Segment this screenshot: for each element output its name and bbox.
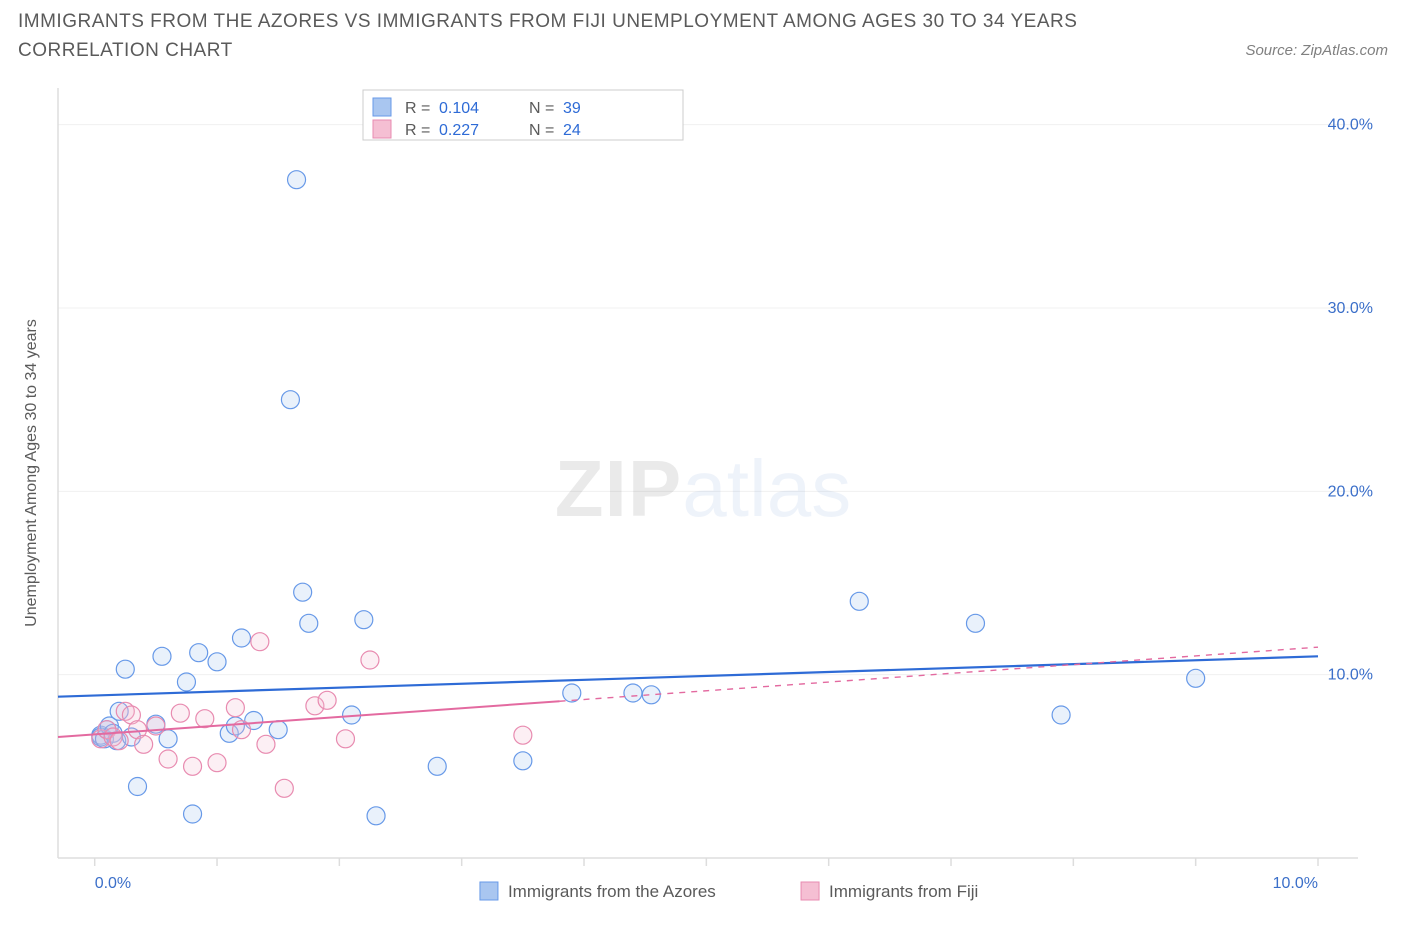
data-point — [116, 660, 134, 678]
data-point — [355, 611, 373, 629]
stats-r-label: R = — [405, 122, 430, 139]
data-point — [257, 735, 275, 753]
data-point — [563, 684, 581, 702]
data-point — [110, 732, 128, 750]
data-point — [184, 757, 202, 775]
data-point — [367, 807, 385, 825]
data-point — [300, 614, 318, 632]
data-point — [190, 644, 208, 662]
x-tick-label: 0.0% — [95, 875, 131, 892]
data-point — [514, 726, 532, 744]
data-point — [171, 704, 189, 722]
y-tick-label: 10.0% — [1328, 667, 1373, 684]
data-point — [428, 757, 446, 775]
source-label: Source: ZipAtlas.com — [1245, 42, 1388, 59]
x-tick-label: 10.0% — [1273, 875, 1318, 892]
data-point — [251, 633, 269, 651]
data-point — [1052, 706, 1070, 724]
stats-r-label: R = — [405, 100, 430, 117]
data-point — [336, 730, 354, 748]
legend-swatch — [373, 120, 391, 138]
y-tick-label: 40.0% — [1328, 117, 1373, 134]
legend-swatch — [801, 882, 819, 900]
legend-swatch — [480, 882, 498, 900]
data-point — [226, 699, 244, 717]
data-point — [850, 592, 868, 610]
data-point — [288, 171, 306, 189]
data-point — [177, 673, 195, 691]
stats-n-value: 39 — [563, 100, 581, 117]
data-point — [208, 754, 226, 772]
data-point — [208, 653, 226, 671]
chart-container: 0.0% 10.0% 10.0% 20.0% 30.0% 40.0% Unemploymen… — [18, 78, 1388, 918]
data-point — [184, 805, 202, 823]
legend-label: Immigrants from Fiji — [829, 882, 978, 901]
stats-n-value: 24 — [563, 122, 581, 139]
data-point — [196, 710, 214, 728]
stats-r-value: 0.227 — [439, 122, 479, 139]
y-tick-label: 30.0% — [1328, 300, 1373, 317]
legend-label: Immigrants from the Azores — [508, 882, 716, 901]
data-point — [294, 583, 312, 601]
data-point — [147, 717, 165, 735]
stats-n-label: N = — [529, 122, 554, 139]
data-point — [153, 647, 171, 665]
data-point — [361, 651, 379, 669]
data-point — [129, 778, 147, 796]
data-point — [135, 735, 153, 753]
stats-n-label: N = — [529, 100, 554, 117]
y-axis-label: Unemployment Among Ages 30 to 34 years — [23, 319, 40, 627]
data-point — [269, 721, 287, 739]
stats-r-value: 0.104 — [439, 100, 479, 117]
data-point — [275, 779, 293, 797]
data-point — [232, 629, 250, 647]
data-point — [624, 684, 642, 702]
chart-title: IMMIGRANTS FROM THE AZORES VS IMMIGRANTS… — [18, 8, 1128, 65]
data-point — [966, 614, 984, 632]
data-point — [318, 691, 336, 709]
data-point — [1187, 669, 1205, 687]
scatter-chart: 0.0% 10.0% 10.0% 20.0% 30.0% 40.0% Unemploymen… — [18, 78, 1388, 918]
data-point — [514, 752, 532, 770]
legend-swatch — [373, 98, 391, 116]
y-tick-label: 20.0% — [1328, 483, 1373, 500]
data-point — [281, 391, 299, 409]
data-point — [159, 750, 177, 768]
